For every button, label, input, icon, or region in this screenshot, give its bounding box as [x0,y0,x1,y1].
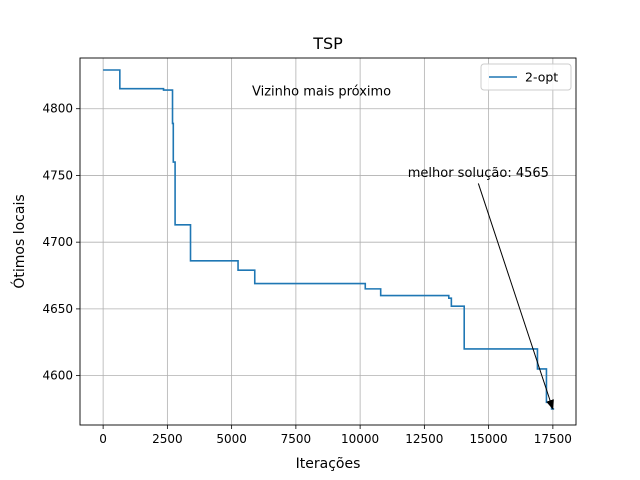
legend: 2-opt [480,63,572,91]
annotations: Vizinho mais próximo melhor solução: 4565 [252,84,554,410]
series-line-2-opt [103,69,555,410]
x-tick-label: 15000 [470,432,508,446]
y-tick-label: 4750 [42,168,73,182]
annotation-text: Vizinho mais próximo [252,84,391,99]
y-tick-label: 4650 [42,302,73,316]
x-tick-label: 5000 [216,432,247,446]
x-tick-label: 12500 [405,432,443,446]
y-tick-label: 4800 [42,102,73,116]
legend-box [480,63,572,91]
x-tick-label: 17500 [534,432,572,446]
series-layer [103,69,555,410]
y-tick-label: 4700 [42,235,73,249]
annotation-arrow [477,183,554,410]
x-tick-label: 0 [99,432,107,446]
y-tick-label: 4600 [42,369,73,383]
chart-title: TSP [312,34,343,53]
grid [80,58,576,425]
y-axis-label: Ótimos locais [10,194,28,288]
x-axis-label: Iterações [296,456,361,472]
axes-frame [79,57,577,426]
x-tick-label: 10000 [341,432,379,446]
annotation-text: melhor solução: 4565 [408,166,549,181]
legend-label: 2-opt [525,70,558,85]
x-tick-label: 7500 [281,432,312,446]
ticks: 0 2500 5000 7500 10000 12500 15000 17500 4600 465… [42,102,572,446]
x-tick-label: 2500 [152,432,183,446]
